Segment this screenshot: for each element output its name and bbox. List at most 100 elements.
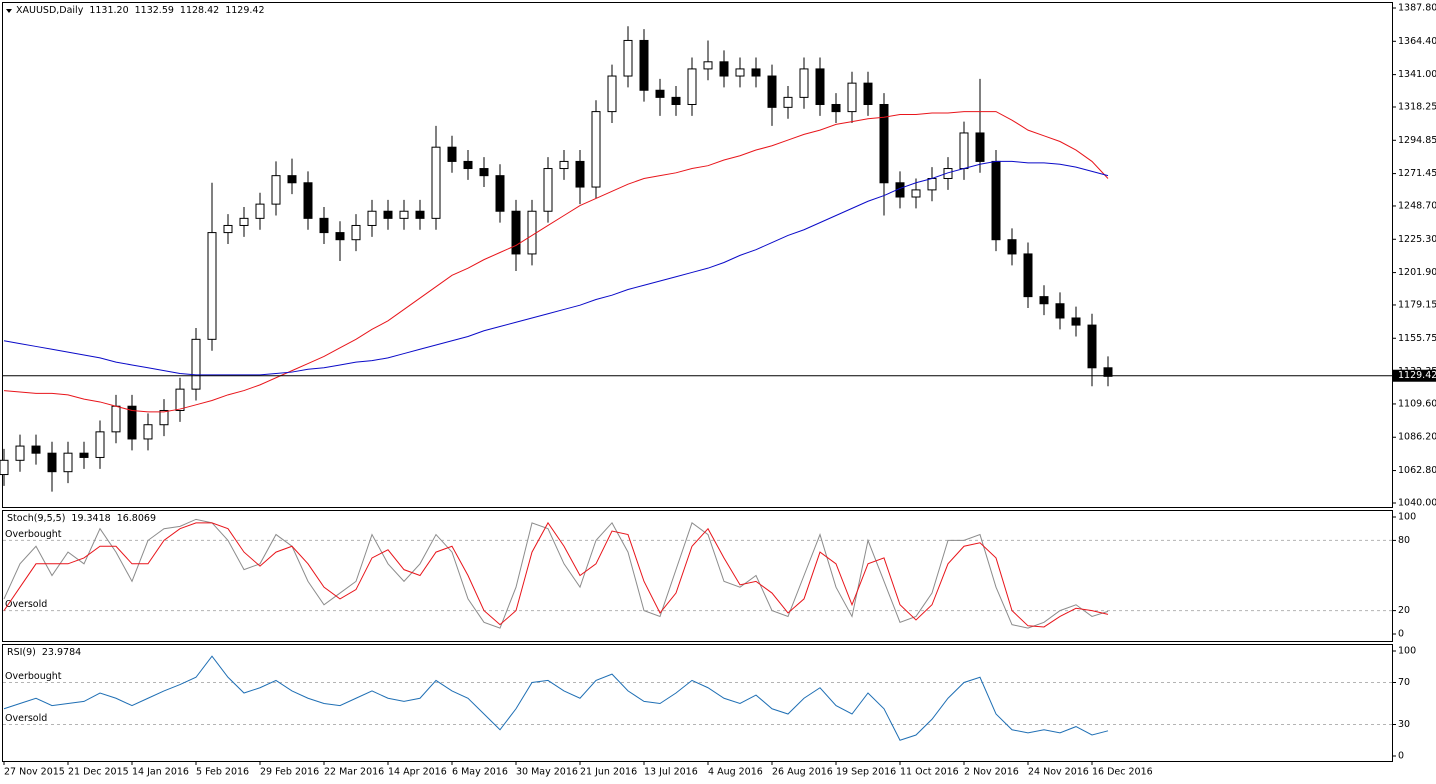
- candle-body: [415, 210, 425, 219]
- current-price-label: 1129.42: [1398, 370, 1436, 381]
- candle-body: [383, 210, 393, 219]
- level-label: Oversold: [5, 599, 47, 610]
- indicator-line: [3, 518, 1109, 629]
- x-tick-label: 4 Aug 2016: [708, 767, 763, 778]
- candle-body: [31, 445, 41, 454]
- indicator-header: Stoch(9,5,5) 19.3418 16.8069: [7, 513, 156, 524]
- x-tick-label: 11 Oct 2016: [900, 767, 959, 778]
- candle-body: [575, 160, 585, 188]
- x-tick-label: 14 Apr 2016: [388, 767, 447, 778]
- candle-body: [591, 111, 601, 188]
- header-title: Stoch(9,5,5): [7, 513, 65, 524]
- candle-body: [15, 445, 25, 461]
- candle-body: [623, 39, 633, 77]
- x-tick-label: 6 May 2016: [452, 767, 508, 778]
- header-readout: 19.3418: [71, 513, 110, 524]
- candle-body: [799, 68, 809, 98]
- candle-body: [1023, 253, 1033, 298]
- candle-body: [927, 178, 937, 191]
- y-tick-label: 1109.60: [1398, 398, 1436, 409]
- candle-body: [127, 405, 137, 440]
- candle-body: [207, 232, 217, 340]
- candle-body: [159, 409, 169, 426]
- y-tick-label: 1062.80: [1398, 465, 1436, 476]
- y-tick-label: 1225.30: [1398, 234, 1436, 245]
- candle-body: [143, 424, 153, 440]
- candle-body: [303, 182, 313, 219]
- candle-body: [671, 96, 681, 105]
- collapse-icon[interactable]: [6, 9, 12, 13]
- stoch-panel: [2, 510, 1393, 642]
- x-tick-label: 29 Feb 2016: [260, 767, 319, 778]
- indicator-header: RSI(9) 23.9784: [7, 647, 81, 658]
- candle-body: [1087, 324, 1097, 369]
- y-tick-label: 1364.40: [1398, 36, 1436, 47]
- x-tick-label: 22 Mar 2016: [324, 767, 384, 778]
- candle-body: [63, 452, 73, 473]
- x-tick-label: 14 Jan 2016: [132, 767, 189, 778]
- y-tick-label: 20: [1398, 605, 1410, 616]
- x-tick-label: 24 Nov 2016: [1028, 767, 1089, 778]
- y-tick-label: 100: [1398, 646, 1416, 657]
- candle-body: [495, 175, 505, 212]
- x-tick-label: 16 Dec 2016: [1092, 767, 1153, 778]
- candle-body: [815, 68, 825, 105]
- candle-body: [831, 103, 841, 113]
- y-tick-label: 1040.00: [1398, 498, 1436, 509]
- candle-body: [175, 388, 185, 411]
- header-readout: 1132.59: [135, 5, 174, 16]
- current-price-box: [1393, 369, 1436, 382]
- candle-body: [1007, 239, 1017, 255]
- y-tick-label: 1155.75: [1398, 333, 1436, 344]
- level-label: Oversold: [5, 713, 47, 724]
- candle-body: [47, 452, 57, 473]
- y-tick-label: 1086.20: [1398, 432, 1436, 443]
- candle-body: [255, 203, 265, 219]
- indicator-line: [3, 521, 1109, 628]
- header-readout: 16.8069: [117, 513, 156, 524]
- x-tick-label: 30 May 2016: [516, 767, 578, 778]
- x-tick-label: 5 Feb 2016: [196, 767, 249, 778]
- y-tick-label: 1248.70: [1398, 200, 1436, 211]
- candle-body: [287, 175, 297, 184]
- candle-body: [271, 175, 281, 205]
- candle-body: [1103, 367, 1113, 377]
- indicator-line: [3, 655, 1109, 741]
- y-tick-label: 1341.00: [1398, 69, 1436, 80]
- indicator-line: [3, 160, 1109, 376]
- candle-body: [95, 431, 105, 458]
- candle-body: [79, 452, 89, 458]
- candle-body: [447, 146, 457, 162]
- candle-body: [367, 210, 377, 226]
- candle-body: [751, 68, 761, 77]
- candle-body: [1055, 303, 1065, 319]
- level-label: Overbought: [5, 529, 62, 540]
- header-readout: 23.9784: [42, 647, 81, 658]
- candle-body: [767, 75, 777, 108]
- candle-body: [655, 89, 665, 98]
- candle-body: [703, 61, 713, 70]
- x-tick-label: 19 Sep 2016: [836, 767, 896, 778]
- candle-body: [319, 217, 329, 234]
- candle-body: [783, 96, 793, 108]
- y-tick-label: 1318.25: [1398, 101, 1436, 112]
- candle-body: [111, 405, 121, 433]
- candle-body: [239, 217, 249, 226]
- x-tick-label: 2 Nov 2016: [964, 767, 1019, 778]
- candle-body: [863, 82, 873, 105]
- rsi-panel: [2, 644, 1393, 762]
- y-tick-label: 0: [1398, 751, 1404, 762]
- candle-body: [719, 61, 729, 77]
- y-tick-label: 80: [1398, 535, 1410, 546]
- candle-body: [399, 210, 409, 219]
- candle-body: [463, 160, 473, 170]
- candle-body: [879, 103, 889, 184]
- candle-body: [0, 459, 9, 476]
- x-tick-label: 21 Dec 2015: [68, 767, 129, 778]
- candle-body: [607, 75, 617, 113]
- candle-body: [431, 146, 441, 219]
- y-tick-label: 1387.80: [1398, 3, 1436, 14]
- candle-body: [911, 189, 921, 198]
- candle-body: [191, 338, 201, 390]
